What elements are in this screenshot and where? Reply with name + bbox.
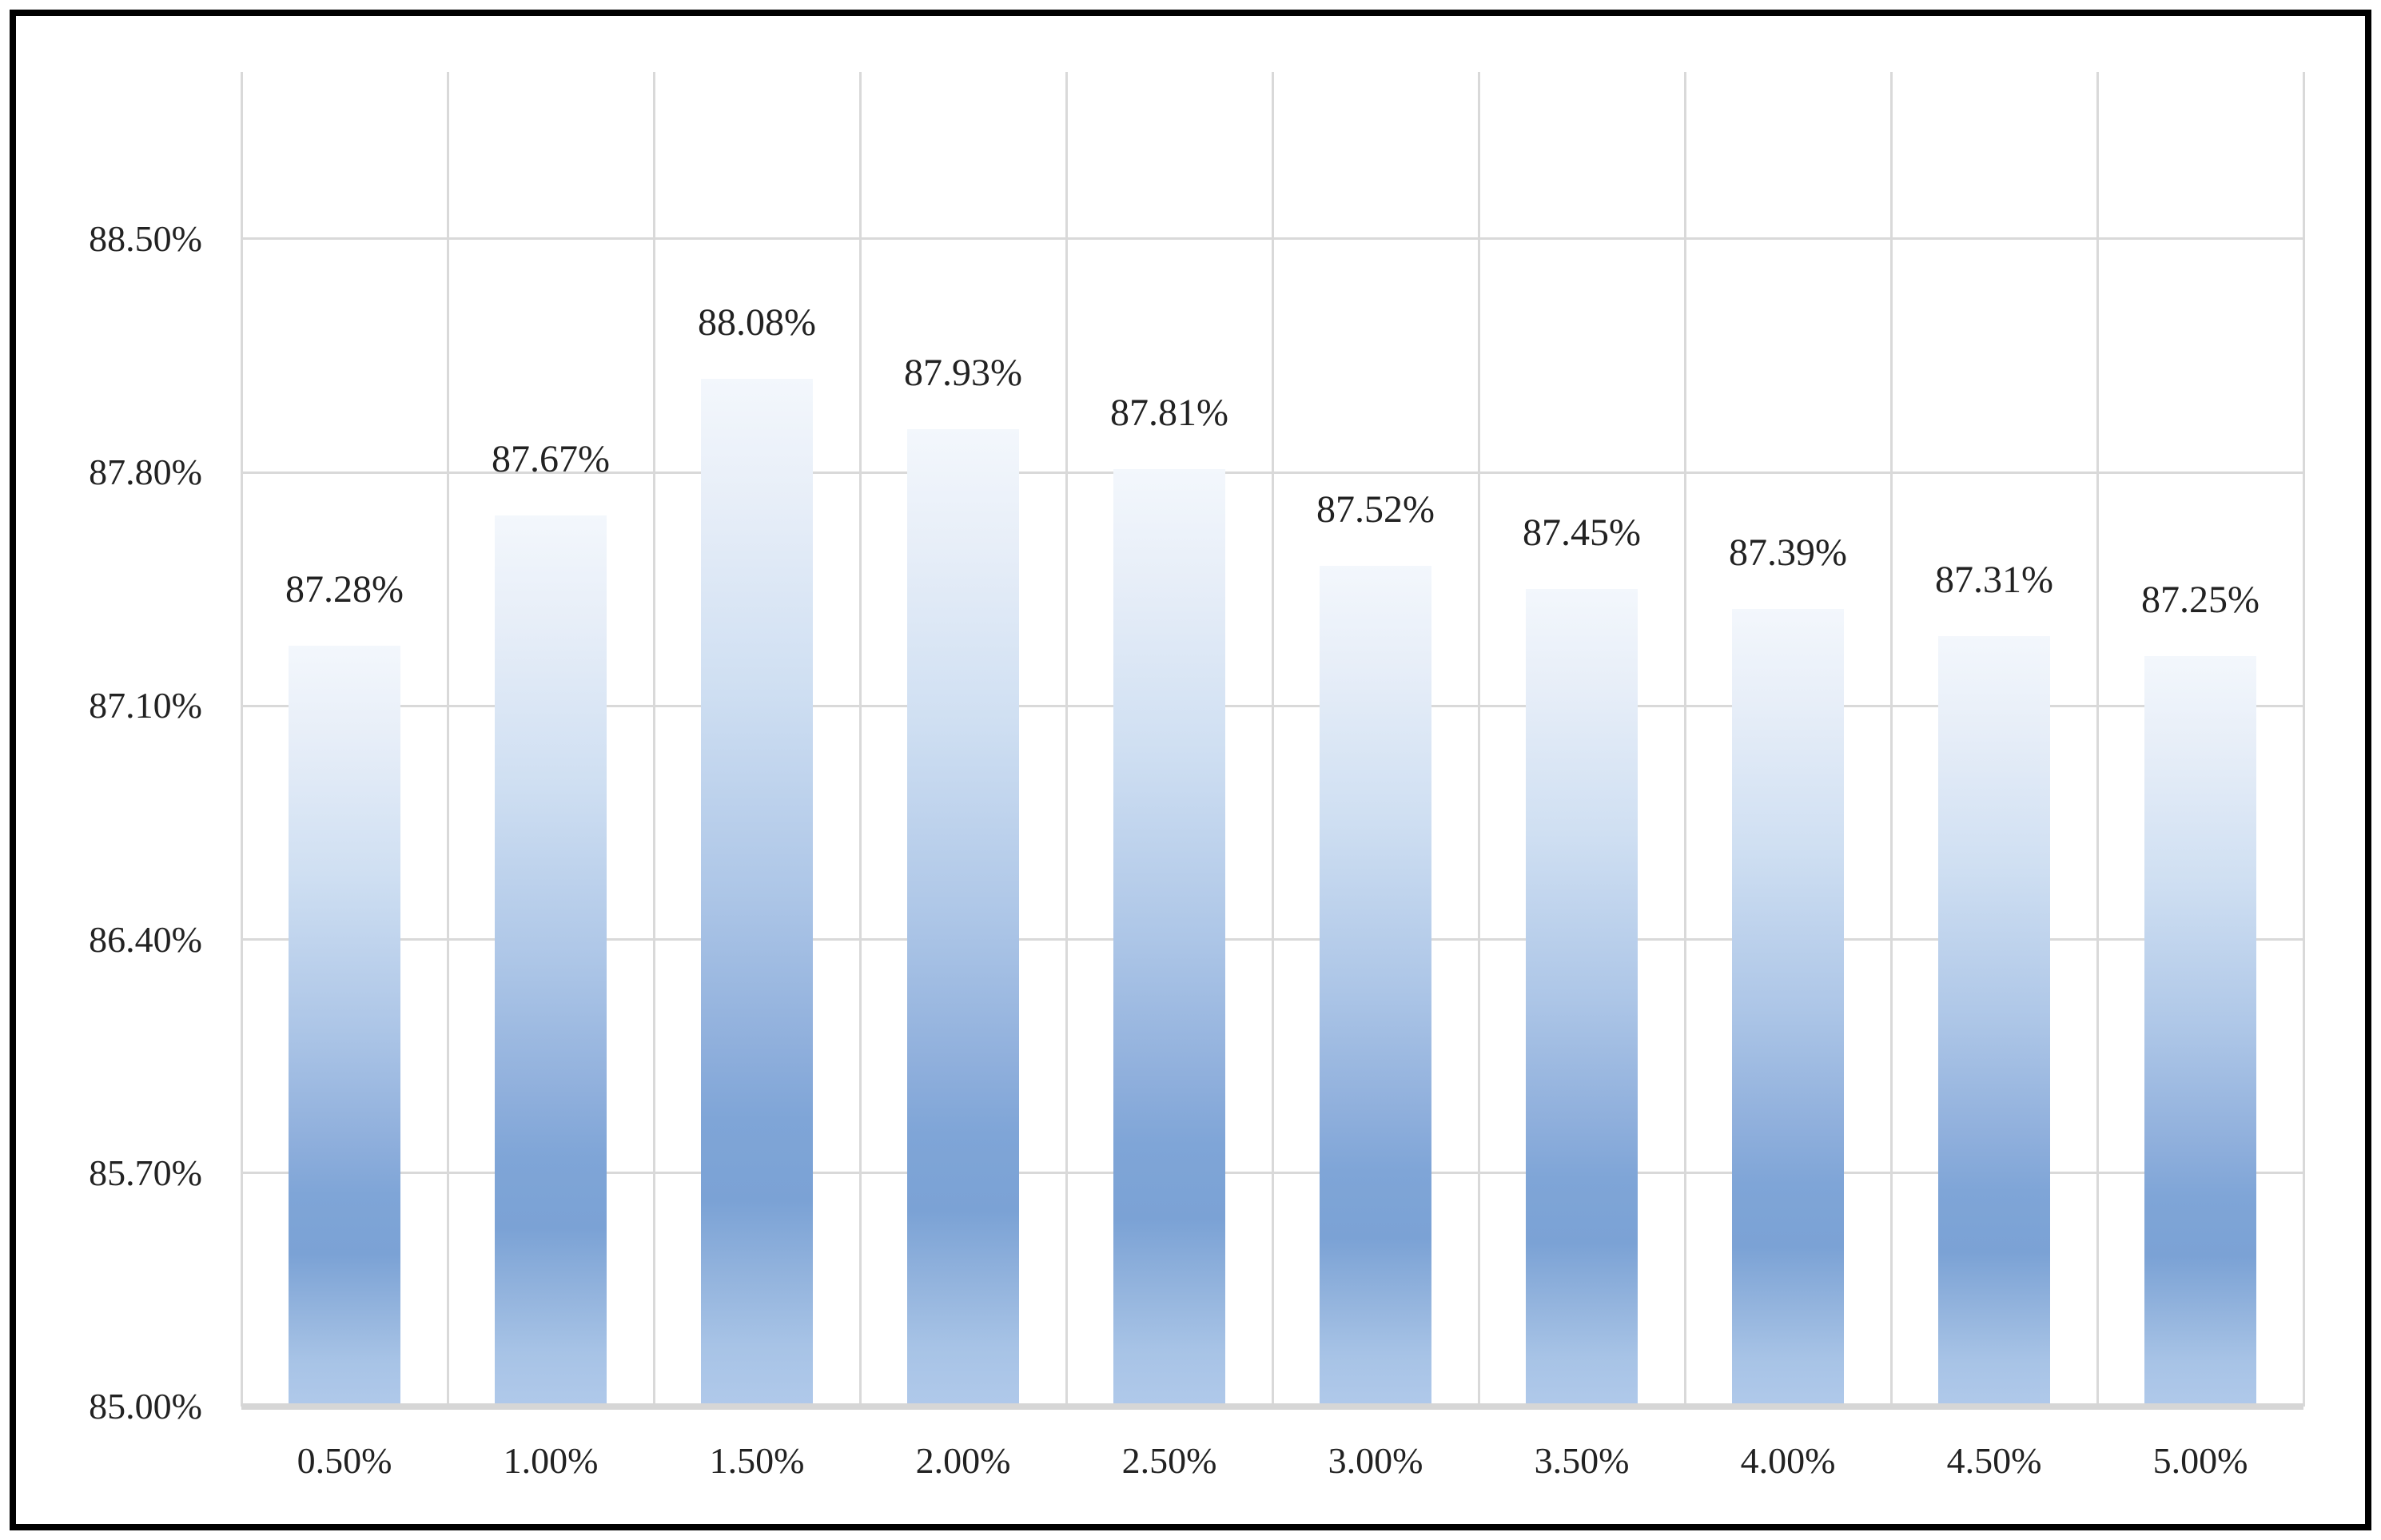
x-tick-label: 2.50% [1121, 1440, 1217, 1481]
x-tick-label: 4.00% [1740, 1440, 1836, 1481]
bar [701, 379, 813, 1407]
bar-data-label: 87.67% [492, 438, 610, 481]
y-tick-label: 85.00% [89, 1386, 202, 1427]
x-tick-label: 1.00% [503, 1440, 599, 1481]
bar-data-label: 87.39% [1729, 531, 1847, 575]
vertical-gridline [858, 72, 862, 1407]
bar-data-label: 87.93% [904, 351, 1022, 394]
x-axis-line [241, 1403, 2303, 1410]
x-tick-label: 5.00% [2152, 1440, 2248, 1481]
vertical-gridline [2302, 72, 2305, 1407]
vertical-gridline [240, 72, 243, 1407]
vertical-gridline [1889, 72, 1893, 1407]
bar [2144, 655, 2256, 1407]
y-tick-label: 88.50% [89, 217, 202, 259]
bar [289, 646, 400, 1407]
x-tick-label: 3.00% [1328, 1440, 1423, 1481]
bar [1938, 635, 2050, 1407]
vertical-gridline [1065, 72, 1068, 1407]
horizontal-gridline [241, 471, 2303, 474]
plot-area [240, 72, 2305, 1410]
vertical-gridline [446, 72, 449, 1407]
vertical-gridline [652, 72, 655, 1407]
bar [1113, 468, 1225, 1407]
y-tick-label: 87.80% [89, 452, 202, 492]
x-tick-label: 1.50% [709, 1440, 805, 1481]
horizontal-gridline [241, 704, 2303, 707]
bar-data-label: 87.25% [2141, 578, 2260, 621]
vertical-gridline [2096, 72, 2099, 1407]
y-tick-label: 85.70% [89, 1152, 202, 1193]
vertical-gridline [1683, 72, 1686, 1407]
bar-data-label: 87.31% [1935, 558, 2053, 601]
x-tick-label: 0.50% [297, 1440, 392, 1481]
bar [1732, 609, 1844, 1407]
bar-data-label: 88.08% [698, 301, 816, 344]
vertical-gridline [1271, 72, 1274, 1407]
chart-border [10, 10, 2371, 1530]
y-tick-label: 87.10% [89, 685, 202, 726]
horizontal-gridline [241, 938, 2303, 941]
bar-data-label: 87.81% [1110, 391, 1228, 434]
bar-data-label: 87.28% [285, 568, 404, 611]
bar [907, 428, 1019, 1407]
x-tick-label: 2.00% [915, 1440, 1011, 1481]
horizontal-gridline [241, 237, 2303, 241]
y-tick-label: 86.40% [89, 918, 202, 960]
x-tick-label: 3.50% [1534, 1440, 1630, 1481]
bar [495, 515, 607, 1407]
horizontal-gridline [241, 1172, 2303, 1175]
vertical-gridline [1477, 72, 1480, 1407]
bar-data-label: 87.45% [1523, 511, 1641, 555]
bar [1526, 589, 1638, 1407]
bar-data-label: 87.52% [1316, 487, 1435, 531]
x-tick-label: 4.50% [1946, 1440, 2042, 1481]
bar [1320, 565, 1431, 1407]
